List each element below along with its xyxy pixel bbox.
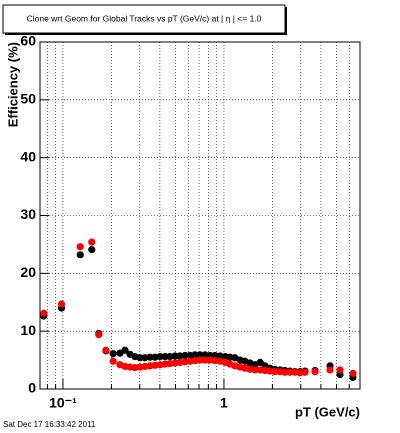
data-point xyxy=(57,300,66,308)
data-point xyxy=(271,368,279,376)
y-tick-label: 30 xyxy=(20,206,36,222)
data-point xyxy=(95,331,103,339)
y-tick-label: 0 xyxy=(28,380,36,396)
title-box xyxy=(2,4,286,34)
data-point xyxy=(102,346,110,354)
data-point xyxy=(146,353,154,361)
data-point xyxy=(286,368,294,376)
data-point xyxy=(40,309,48,317)
plot-area: 0 10 20 30 40 50 60 10⁻¹ 1 xyxy=(20,33,361,411)
data-point xyxy=(311,368,319,376)
data-point xyxy=(109,357,117,365)
y-tick-label: 10 xyxy=(20,322,36,338)
data-point xyxy=(196,356,204,364)
data-point xyxy=(88,238,96,246)
data-point xyxy=(121,346,129,354)
data-point xyxy=(88,246,96,254)
y-axis-title: Efficiency (%) xyxy=(5,42,20,127)
x-tick-label: 1 xyxy=(220,395,228,411)
data-point xyxy=(136,354,144,362)
y-tick-label: 60 xyxy=(20,33,36,49)
data-point xyxy=(251,366,259,374)
data-point xyxy=(181,351,189,360)
y-tick-label: 40 xyxy=(20,148,36,164)
data-point xyxy=(76,251,84,259)
data-point xyxy=(191,351,199,359)
data-point xyxy=(156,353,164,361)
data-point xyxy=(281,368,289,376)
data-point xyxy=(336,366,344,374)
footer-date: Sat Dec 17 16:33:42 2011 xyxy=(3,420,96,429)
data-point xyxy=(349,369,357,377)
data-point xyxy=(216,352,224,360)
x-tick-label: 10⁻¹ xyxy=(49,395,77,411)
x-axis-title: pT (GeV/c) xyxy=(295,404,360,419)
y-tick-label: 20 xyxy=(20,264,36,280)
data-point xyxy=(76,243,84,251)
data-point xyxy=(201,356,209,364)
y-tick-label: 50 xyxy=(20,91,36,107)
data-point xyxy=(196,351,204,359)
chart-title: Clone wrt Geom for Global Tracks vs pT (… xyxy=(27,13,262,23)
data-point xyxy=(109,350,117,358)
data-point xyxy=(326,366,334,374)
data-point xyxy=(301,368,309,376)
